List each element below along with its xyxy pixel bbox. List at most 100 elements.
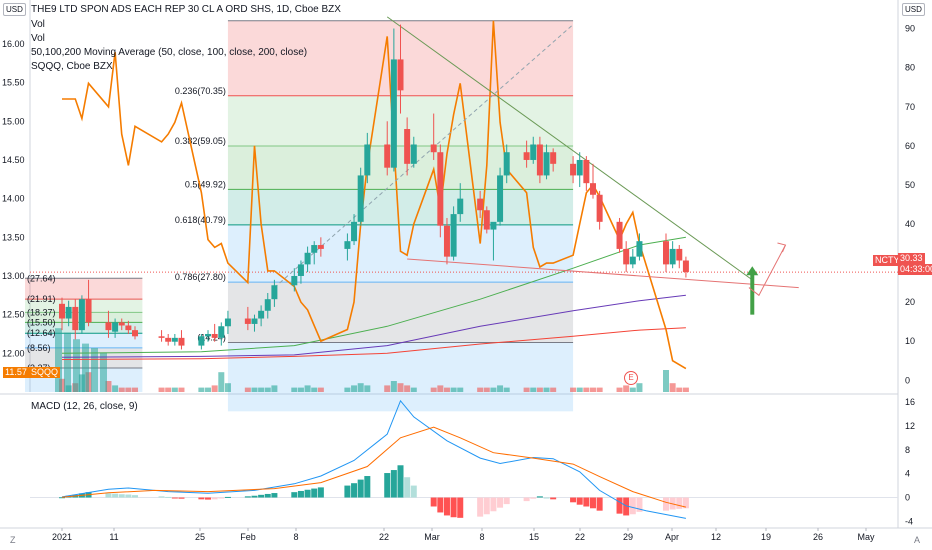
macd-histogram-bar-22 (264, 493, 271, 498)
time-axis-label-10: 29 (623, 532, 633, 542)
candle-body-55 (583, 159, 590, 184)
left-axis-tick-3: 13.50 (2, 232, 25, 242)
fib-small-zone-4 (25, 333, 143, 348)
macd-histogram-bar-16 (211, 497, 218, 500)
time-axis-label-14: 26 (813, 532, 823, 542)
volume-bar-5 (105, 381, 112, 392)
candle-body-31 (357, 175, 364, 222)
candle-body-3 (78, 299, 85, 331)
volume-bar-8 (125, 387, 132, 392)
volume-bar-52 (550, 387, 557, 392)
sqqq-line (62, 20, 687, 370)
auto-scale-button[interactable]: A (914, 535, 921, 545)
macd-histogram-bar-65 (682, 497, 689, 509)
timezone-button[interactable]: Z (10, 535, 16, 545)
macd-histogram-bar-47 (503, 497, 510, 505)
right-axis-tick-0: 0 (905, 375, 910, 385)
candle-body-52 (550, 152, 557, 164)
sqqq-volume-bar-3 (82, 343, 89, 392)
volume-bar-29 (344, 387, 351, 392)
fib-zone-5 (227, 282, 574, 343)
candle-body-27 (311, 245, 318, 253)
projection-arrow-head-1 (777, 242, 787, 253)
right-axis-tick-1: 10 (905, 336, 915, 346)
projection-arrow-shaft-1 (748, 244, 786, 297)
candle-body-11 (165, 337, 172, 342)
moving-average-ma50 (61, 236, 686, 354)
time-axis-label-12: 12 (711, 532, 721, 542)
candle-body-45 (490, 221, 497, 230)
time-axis-label-13: 19 (761, 532, 771, 542)
sqqq-volume-bar-5 (100, 352, 107, 392)
volume-bar-26 (304, 385, 311, 392)
fib-zone-2 (227, 146, 574, 190)
candle-body-57 (596, 194, 603, 222)
volume-bar-60 (629, 387, 636, 392)
macd-histogram-bar-23 (271, 493, 278, 498)
macd-histogram-bar-9 (132, 495, 139, 498)
macd-histogram-bar-6 (112, 493, 119, 498)
time-axis-label-3: Feb (240, 532, 256, 542)
fib-zone-3 (227, 189, 574, 225)
fib-zone-6 (227, 342, 574, 412)
volume-bar-50 (536, 387, 543, 392)
candle-body-21 (258, 310, 265, 319)
macd-histogram-bar-55 (583, 497, 590, 507)
candle-body-39 (437, 152, 444, 226)
macd-histogram-bar-5 (105, 493, 112, 498)
macd-axis-tick-2: 4 (905, 469, 910, 479)
volume-bar-40 (443, 387, 450, 392)
macd-histogram-bar-61 (636, 497, 643, 512)
legend-sqqq: SQQQ, Cboe BZX (31, 61, 113, 72)
chart-title: THE9 LTD SPON ADS EACH REP 30 CL A ORD S… (31, 4, 341, 15)
right-axis-tick-4: 40 (905, 219, 915, 229)
volume-bar-33 (384, 385, 391, 392)
currency-left-button[interactable]: USD (3, 3, 26, 16)
time-axis-label-4: 8 (293, 532, 298, 542)
earnings-icon[interactable]: E (624, 371, 638, 385)
macd-axis-tick-0: -4 (905, 516, 913, 526)
macd-histogram-bar-26 (304, 489, 311, 498)
time-axis-label-1: 11 (109, 532, 118, 542)
left-axis-tick-7: 15.50 (2, 78, 25, 88)
volume-bar-56 (589, 387, 596, 392)
right-axis-tick-2: 20 (905, 297, 915, 307)
macd-histogram-bar-59 (623, 497, 630, 516)
volume-bar-53 (570, 387, 577, 392)
sqqq-volume-bar-1 (64, 332, 71, 392)
macd-histogram-bar-60 (629, 497, 636, 515)
fib-small-label-0: (27.64) (27, 273, 56, 283)
candle-body-35 (397, 59, 404, 91)
fib-level-label-1: 0.382(59.05) (175, 136, 226, 146)
macd-histogram-bar-0 (59, 497, 65, 499)
volume-bar-51 (543, 387, 550, 392)
macd-histogram-bar-25 (297, 490, 304, 498)
macd-histogram-bar-34 (390, 470, 397, 498)
volume-bar-22 (264, 387, 271, 392)
volume-bar-11 (165, 387, 172, 392)
sqqq-symbol-badge: SQQQ (29, 367, 61, 378)
macd-histogram-bar-50 (536, 496, 543, 498)
volume-bar-7 (118, 387, 125, 392)
volume-bar-6 (112, 385, 119, 392)
volume-bar-38 (430, 387, 437, 392)
macd-histogram-bar-8 (125, 494, 132, 498)
macd-histogram-bar-42 (457, 497, 464, 518)
volume-bar-42 (457, 387, 464, 392)
candle-body-26 (304, 252, 311, 265)
currency-right-button[interactable]: USD (902, 3, 925, 16)
candle-body-6 (112, 322, 119, 332)
volume-bar-61 (636, 383, 643, 392)
right-axis-tick-9: 90 (905, 24, 915, 34)
time-axis-label-7: 8 (479, 532, 484, 542)
candle-body-44 (483, 210, 490, 230)
volume-bar-14 (198, 387, 205, 392)
macd-histogram-bar-30 (351, 483, 358, 498)
fib-zone-4 (227, 224, 574, 283)
candle-body-48 (523, 152, 530, 160)
macd-axis-tick-5: 16 (905, 397, 915, 407)
candle-body-5 (105, 322, 112, 331)
fib-small-label-1: (21.91) (27, 294, 56, 304)
candle-body-63 (669, 248, 676, 265)
